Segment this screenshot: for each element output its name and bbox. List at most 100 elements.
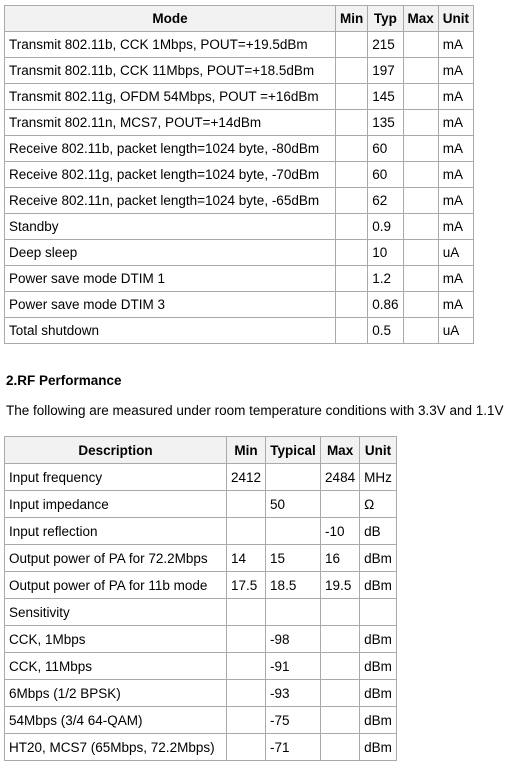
cell-min	[334, 31, 369, 58]
cell-typ: -75	[265, 706, 322, 734]
cell-unit: mA	[437, 161, 475, 188]
cell-min	[334, 187, 369, 214]
cell-max	[402, 187, 439, 214]
cell-description: Input impedance	[4, 490, 227, 518]
cell-max	[402, 161, 439, 188]
cell-description: Sensitivity	[4, 598, 227, 626]
cell-typ: -93	[265, 679, 322, 707]
cell-typ: -98	[265, 625, 322, 653]
cell-unit: mA	[437, 31, 475, 58]
column-header-min: Min	[334, 5, 369, 32]
cell-max	[402, 57, 439, 84]
cell-max: 2484	[320, 463, 361, 491]
table-row: Power save mode DTIM 3 0.86 mA	[4, 291, 475, 318]
cell-max: 19.5	[320, 571, 361, 599]
cell-max	[402, 135, 439, 162]
cell-typ: 135	[367, 109, 404, 136]
cell-description: Receive 802.11n, packet length=1024 byte…	[4, 187, 336, 214]
column-header-unit: Unit	[359, 436, 397, 464]
cell-min	[334, 161, 369, 188]
cell-min: 17.5	[225, 571, 267, 599]
cell-typ: 50	[265, 490, 322, 518]
cell-max	[402, 31, 439, 58]
table-row: CCK, 1Mbps -98 dBm	[4, 625, 397, 653]
cell-description: Power save mode DTIM 1	[4, 265, 336, 292]
cell-min	[225, 490, 267, 518]
table-row: Standby 0.9 mA	[4, 213, 475, 240]
cell-description: Input reflection	[4, 517, 227, 545]
cell-typ: 15	[265, 544, 322, 572]
cell-min: 2412	[225, 463, 267, 491]
cell-description: Deep sleep	[4, 239, 336, 266]
section-heading: 2.RF Performance	[6, 373, 122, 388]
cell-min	[334, 57, 369, 84]
table-row: Input frequency 2412 2484 MHz	[4, 463, 397, 491]
table-row: Input reflection -10 dB	[4, 517, 397, 545]
cell-typ: 0.5	[367, 317, 404, 344]
cell-description: Total shutdown	[4, 317, 336, 344]
cell-min	[225, 733, 267, 761]
cell-unit: dBm	[359, 706, 397, 734]
cell-unit: dBm	[359, 544, 397, 572]
cell-description: Transmit 802.11b, CCK 11Mbps, POUT=+18.5…	[4, 57, 336, 84]
column-header-description: Description	[4, 436, 227, 464]
cell-max	[320, 733, 361, 761]
cell-unit: MHz	[359, 463, 397, 491]
cell-typ: 60	[367, 135, 404, 162]
cell-min	[334, 265, 369, 292]
cell-max	[402, 239, 439, 266]
cell-unit: dBm	[359, 625, 397, 653]
table-row: 54Mbps (3/4 64-QAM) -75 dBm	[4, 706, 397, 734]
table-row: Transmit 802.11n, MCS7, POUT=+14dBm 135 mA	[4, 109, 475, 136]
power-table-body: Transmit 802.11b, CCK 1Mbps, POUT=+19.5d…	[4, 31, 475, 344]
cell-unit: mA	[437, 213, 475, 240]
section-intro-text: The following are measured under room te…	[6, 403, 504, 418]
cell-typ: 0.9	[367, 213, 404, 240]
cell-min	[225, 652, 267, 680]
rf-table-body: Input frequency 2412 2484 MHz Input impedanc…	[4, 463, 397, 761]
table-row: Receive 802.11g, packet length=1024 byte…	[4, 161, 475, 188]
cell-description: Receive 802.11g, packet length=1024 byte…	[4, 161, 336, 188]
cell-description: CCK, 11Mbps	[4, 652, 227, 680]
cell-unit: mA	[437, 109, 475, 136]
column-header-typical: Typical	[265, 436, 322, 464]
cell-typ: -71	[265, 733, 322, 761]
cell-description: Transmit 802.11n, MCS7, POUT=+14dBm	[4, 109, 336, 136]
cell-min: 14	[225, 544, 267, 572]
cell-description: Standby	[4, 213, 336, 240]
cell-description: Transmit 802.11g, OFDM 54Mbps, POUT =+16…	[4, 83, 336, 110]
cell-typ	[265, 517, 322, 545]
column-header-max: Max	[402, 5, 439, 32]
cell-unit: mA	[437, 135, 475, 162]
cell-min	[334, 83, 369, 110]
table-row: 6Mbps (1/2 BPSK) -93 dBm	[4, 679, 397, 707]
cell-max	[402, 213, 439, 240]
cell-typ: 60	[367, 161, 404, 188]
cell-unit: mA	[437, 83, 475, 110]
cell-min	[334, 317, 369, 344]
cell-typ: 197	[367, 57, 404, 84]
cell-min	[225, 706, 267, 734]
cell-max	[402, 317, 439, 344]
cell-min	[334, 213, 369, 240]
table-row: Transmit 802.11b, CCK 11Mbps, POUT=+18.5…	[4, 57, 475, 84]
table-row: Sensitivity	[4, 598, 397, 626]
cell-max	[402, 83, 439, 110]
cell-min	[225, 517, 267, 545]
power-consumption-table: Mode Min Typ Max Unit Transmit 802.11b, …	[4, 5, 475, 344]
cell-unit: mA	[437, 187, 475, 214]
table-row: Receive 802.11b, packet length=1024 byte…	[4, 135, 475, 162]
cell-typ: 10	[367, 239, 404, 266]
table-row: Receive 802.11n, packet length=1024 byte…	[4, 187, 475, 214]
table-row: HT20, MCS7 (65Mbps, 72.2Mbps) -71 dBm	[4, 733, 397, 761]
cell-unit: dBm	[359, 571, 397, 599]
table-row: Transmit 802.11g, OFDM 54Mbps, POUT =+16…	[4, 83, 475, 110]
cell-typ	[265, 463, 322, 491]
cell-unit: dBm	[359, 652, 397, 680]
cell-unit: dBm	[359, 733, 397, 761]
table-row: Power save mode DTIM 1 1.2 mA	[4, 265, 475, 292]
cell-min	[225, 679, 267, 707]
cell-description: Output power of PA for 72.2Mbps	[4, 544, 227, 572]
cell-max	[320, 706, 361, 734]
cell-max	[402, 109, 439, 136]
